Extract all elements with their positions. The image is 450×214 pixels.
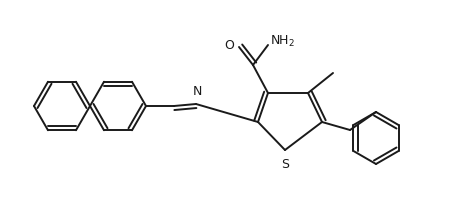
Text: NH$_2$: NH$_2$ — [270, 33, 295, 49]
Text: S: S — [281, 158, 289, 171]
Text: O: O — [224, 39, 234, 52]
Text: N: N — [192, 85, 202, 98]
